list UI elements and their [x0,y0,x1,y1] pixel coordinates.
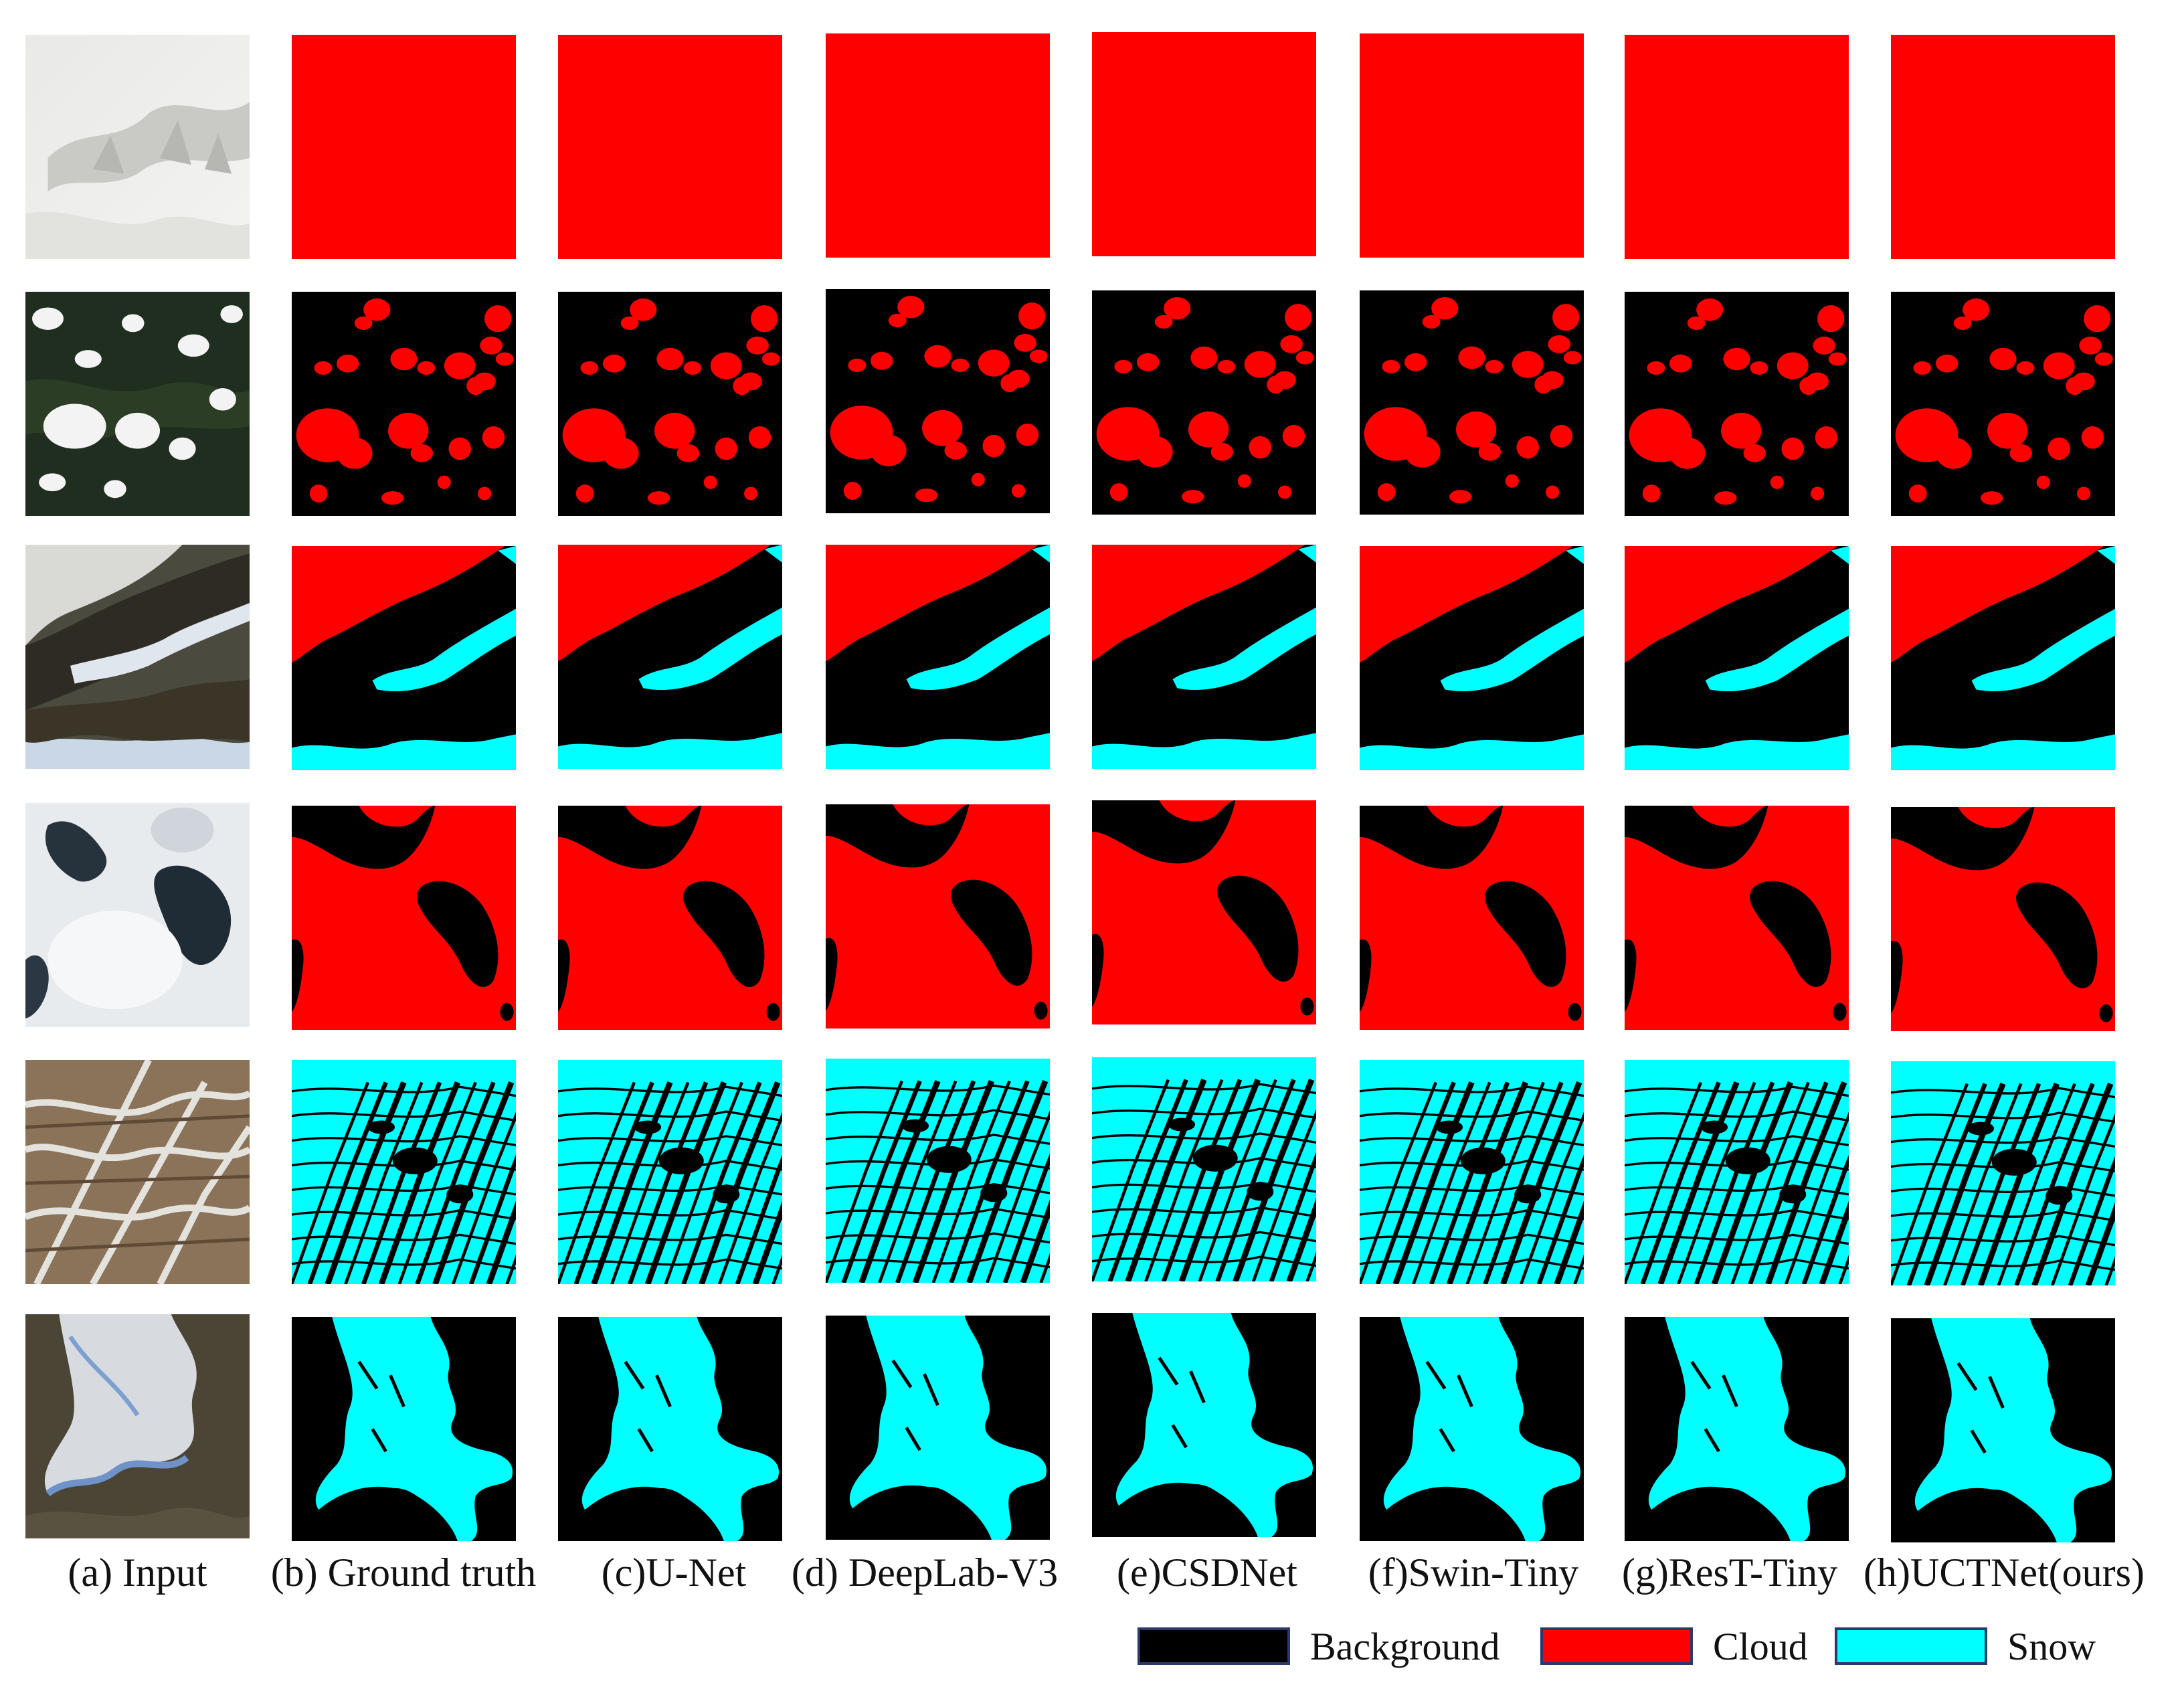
deeplab-tile-row-2 [826,289,1050,513]
uctnet-tile-row-6 [1891,1318,2115,1542]
uctnet-tile-row-2 [1891,292,2115,516]
csdnet-tile-row-2 [1092,290,1316,515]
rest-tile-row-5 [1625,1060,1849,1284]
rest-tile-row-1 [1625,35,1849,259]
caption-uctnet: (h)UCTNet(ours) [1863,1550,2145,1595]
uctnet-tile-row-5 [1891,1061,2115,1285]
rest-tile-row-3 [1625,546,1849,770]
legend-label-cloud: Cloud [1713,1625,1808,1668]
caption-input: (a) Input [68,1550,207,1595]
input-tile-row-3 [25,545,250,769]
caption-deeplab: (d) DeepLab-V3 [791,1550,1059,1595]
ground-truth-tile-row-2 [292,292,516,516]
legend-swatch-cloud [1540,1627,1693,1665]
deeplab-tile-row-6 [826,1316,1050,1540]
ground-truth-tile-row-1 [292,35,516,259]
swin-tile-row-1 [1360,33,1584,258]
input-tile-row-2 [25,292,250,516]
swin-tile-row-5 [1360,1060,1584,1284]
unet-tile-row-3 [558,545,782,769]
unet-tile-row-6 [558,1317,782,1541]
input-tile-row-5 [25,1060,250,1284]
csdnet-tile-row-4 [1092,800,1316,1024]
deeplab-tile-row-1 [826,33,1050,258]
csdnet-tile-row-6 [1092,1313,1316,1537]
uctnet-tile-row-3 [1891,546,2115,770]
ground-truth-tile-row-5 [292,1060,516,1284]
legend-swatch-snow [1835,1627,1987,1665]
unet-tile-row-5 [558,1060,782,1284]
legend-swatch-background [1138,1627,1290,1665]
caption-unet: (c)U-Net [601,1550,747,1595]
caption-rest: (g)ResT-Tiny [1621,1550,1838,1595]
ground-truth-tile-row-6 [292,1317,516,1541]
deeplab-tile-row-3 [826,545,1050,769]
legend-label-snow: Snow [2007,1625,2096,1668]
swin-tile-row-6 [1360,1317,1584,1541]
input-tile-row-1 [25,35,250,259]
unet-tile-row-1 [558,35,782,259]
rest-tile-row-4 [1625,806,1849,1030]
caption-ground-truth: (b) Ground truth [270,1550,537,1595]
deeplab-tile-row-4 [826,804,1050,1029]
unet-tile-row-4 [558,806,782,1030]
ground-truth-tile-row-4 [292,806,516,1030]
csdnet-tile-row-1 [1092,32,1316,256]
ground-truth-tile-row-3 [292,546,516,770]
deeplab-tile-row-5 [826,1059,1050,1283]
caption-csdnet: (e)CSDNet [1117,1550,1297,1595]
rest-tile-row-6 [1625,1317,1849,1541]
rest-tile-row-2 [1625,292,1849,516]
input-tile-row-6 [25,1314,250,1538]
csdnet-tile-row-3 [1092,545,1316,769]
legend-label-background: Background [1310,1625,1500,1668]
swin-tile-row-2 [1360,290,1584,515]
uctnet-tile-row-4 [1891,807,2115,1031]
swin-tile-row-4 [1360,806,1584,1030]
swin-tile-row-3 [1360,546,1584,770]
uctnet-tile-row-1 [1891,35,2115,259]
unet-tile-row-2 [558,292,782,516]
caption-swin: (f)Swin-Tiny [1368,1550,1579,1595]
input-tile-row-4 [25,803,250,1027]
csdnet-tile-row-5 [1092,1057,1316,1281]
